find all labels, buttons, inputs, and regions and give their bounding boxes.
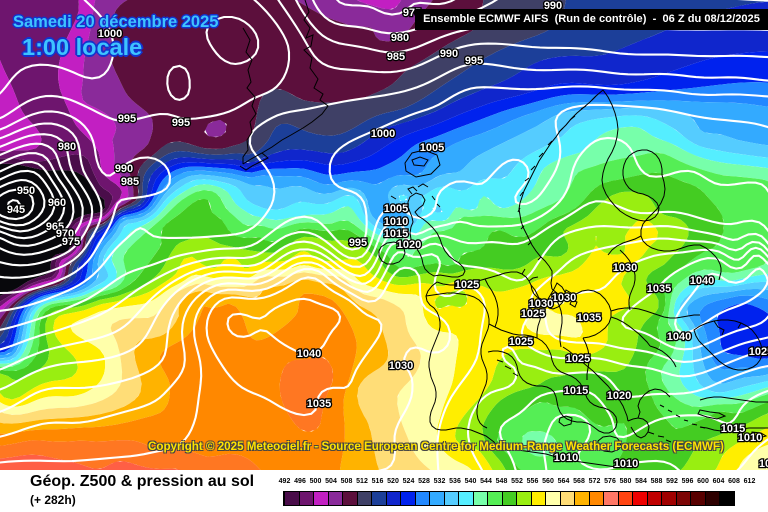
svg-text:1025: 1025 <box>521 308 545 320</box>
svg-text:995: 995 <box>349 237 367 249</box>
svg-text:1040: 1040 <box>667 331 691 343</box>
svg-text:1035: 1035 <box>577 312 601 324</box>
svg-text:995: 995 <box>118 113 136 125</box>
svg-text:980: 980 <box>391 32 409 44</box>
svg-text:1030: 1030 <box>529 298 553 310</box>
svg-text:1030: 1030 <box>613 262 637 274</box>
svg-text:1040: 1040 <box>297 348 321 360</box>
svg-text:1025: 1025 <box>566 353 590 365</box>
svg-text:1015: 1015 <box>721 423 745 435</box>
svg-text:1010: 1010 <box>614 458 638 470</box>
svg-text:1025: 1025 <box>749 346 768 358</box>
svg-text:1035: 1035 <box>307 398 331 410</box>
svg-text:1010: 1010 <box>738 432 762 444</box>
svg-text:960: 960 <box>48 197 66 209</box>
svg-text:975: 975 <box>62 236 80 248</box>
svg-text:985: 985 <box>387 51 405 63</box>
svg-text:965: 965 <box>46 221 64 233</box>
svg-text:10: 10 <box>759 458 768 470</box>
svg-text:995: 995 <box>465 55 483 67</box>
svg-text:1020: 1020 <box>397 239 421 251</box>
svg-text:1030: 1030 <box>389 360 413 372</box>
svg-text:980: 980 <box>58 141 76 153</box>
svg-text:1005: 1005 <box>384 203 408 215</box>
svg-text:950: 950 <box>17 185 35 197</box>
svg-text:1025: 1025 <box>509 336 533 348</box>
svg-text:1005: 1005 <box>420 142 444 154</box>
svg-text:1020: 1020 <box>607 390 631 402</box>
svg-text:1040: 1040 <box>690 275 714 287</box>
svg-text:1000: 1000 <box>98 28 122 40</box>
svg-text:1025: 1025 <box>455 279 479 291</box>
svg-text:1010: 1010 <box>384 216 408 228</box>
svg-text:1015: 1015 <box>564 385 588 397</box>
svg-text:995: 995 <box>172 117 190 129</box>
svg-text:985: 985 <box>121 176 139 188</box>
svg-text:1000: 1000 <box>371 128 395 140</box>
svg-text:945: 945 <box>7 204 25 216</box>
svg-text:1015: 1015 <box>384 228 408 240</box>
svg-text:970: 970 <box>56 228 74 240</box>
svg-text:1035: 1035 <box>647 283 671 295</box>
svg-text:1030: 1030 <box>552 292 576 304</box>
svg-text:990: 990 <box>115 163 133 175</box>
svg-text:1010: 1010 <box>554 452 578 464</box>
svg-text:990: 990 <box>440 48 458 60</box>
